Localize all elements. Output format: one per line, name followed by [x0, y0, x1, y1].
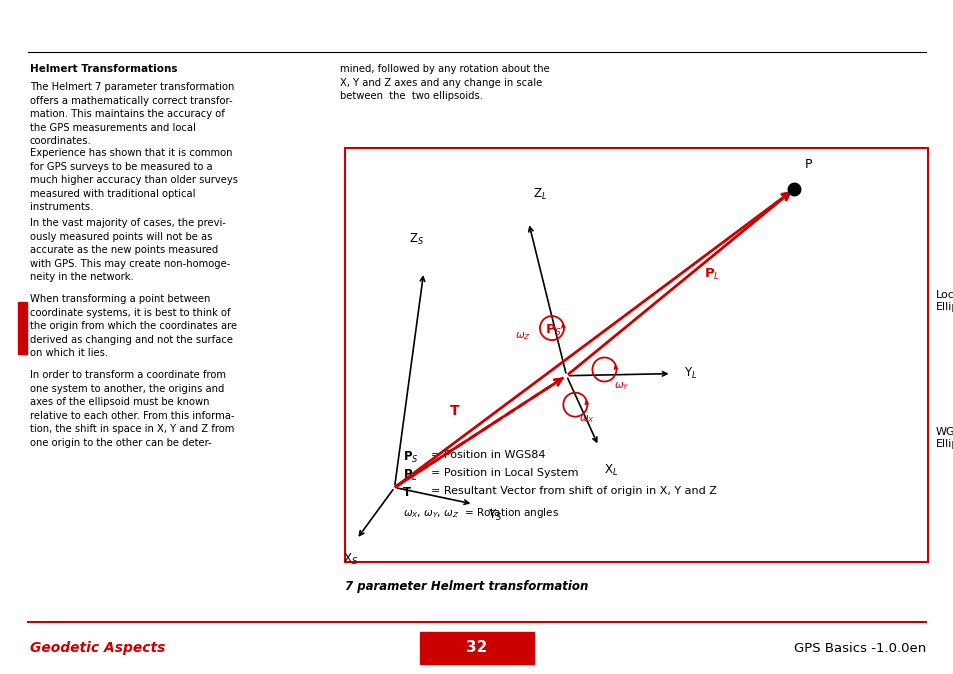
Text: Helmert Transformations: Helmert Transformations: [30, 64, 177, 74]
Bar: [345, 148, 927, 562]
Text: 7 parameter Helmert transformation: 7 parameter Helmert transformation: [345, 580, 588, 593]
Text: P: P: [803, 158, 811, 171]
Text: $\omega_X$: $\omega_X$: [578, 413, 595, 425]
Text: $\omega_Y$: $\omega_Y$: [614, 380, 629, 392]
Text: P$_S$: P$_S$: [544, 323, 561, 338]
Text: The Helmert 7 parameter transformation
offers a mathematically correct transfor-: The Helmert 7 parameter transformation o…: [30, 82, 234, 146]
Text: Y$_S$: Y$_S$: [487, 508, 501, 523]
Text: $\omega_Z$: $\omega_Z$: [515, 330, 530, 342]
Text: 32: 32: [466, 640, 487, 656]
Bar: [18, 302, 27, 354]
Text: Geodetic Aspects: Geodetic Aspects: [30, 641, 165, 655]
Text: Z$_S$: Z$_S$: [409, 233, 424, 247]
Text: In the vast majority of cases, the previ-
ously measured points will not be as
a: In the vast majority of cases, the previ…: [30, 218, 230, 282]
Bar: [419, 632, 534, 664]
Text: Experience has shown that it is common
for GPS surveys to be measured to a
much : Experience has shown that it is common f…: [30, 148, 237, 212]
Text: Z$_L$: Z$_L$: [533, 187, 547, 202]
Text: Local
Ellipsoid: Local Ellipsoid: [935, 290, 953, 312]
Text: = Position in Local System: = Position in Local System: [431, 468, 578, 479]
Text: In order to transform a coordinate from
one system to another, the origins and
a: In order to transform a coordinate from …: [30, 370, 234, 448]
Text: X$_S$: X$_S$: [343, 551, 358, 567]
Text: X$_L$: X$_L$: [604, 462, 618, 478]
Text: = Resultant Vector from shift of origin in X, Y and Z: = Resultant Vector from shift of origin …: [431, 486, 717, 496]
Text: P$_L$: P$_L$: [403, 468, 417, 483]
Text: P$_L$: P$_L$: [702, 267, 720, 282]
Text: mined, followed by any rotation about the
X, Y and Z axes and any change in scal: mined, followed by any rotation about th…: [339, 64, 549, 101]
Text: WGS84
Ellipsoid: WGS84 Ellipsoid: [935, 427, 953, 449]
Text: $\omega_X$, $\omega_Y$, $\omega_Z$  = Rotation angles: $\omega_X$, $\omega_Y$, $\omega_Z$ = Rot…: [403, 506, 558, 520]
Text: T: T: [449, 404, 458, 418]
Text: T: T: [403, 486, 411, 499]
Text: = Position in WGS84: = Position in WGS84: [431, 450, 545, 460]
Text: When transforming a point between
coordinate systems, it is best to think of
the: When transforming a point between coordi…: [30, 294, 237, 359]
Text: Y$_L$: Y$_L$: [683, 366, 697, 381]
Text: P$_S$: P$_S$: [403, 450, 418, 465]
Text: GPS Basics -1.0.0en: GPS Basics -1.0.0en: [793, 642, 925, 654]
